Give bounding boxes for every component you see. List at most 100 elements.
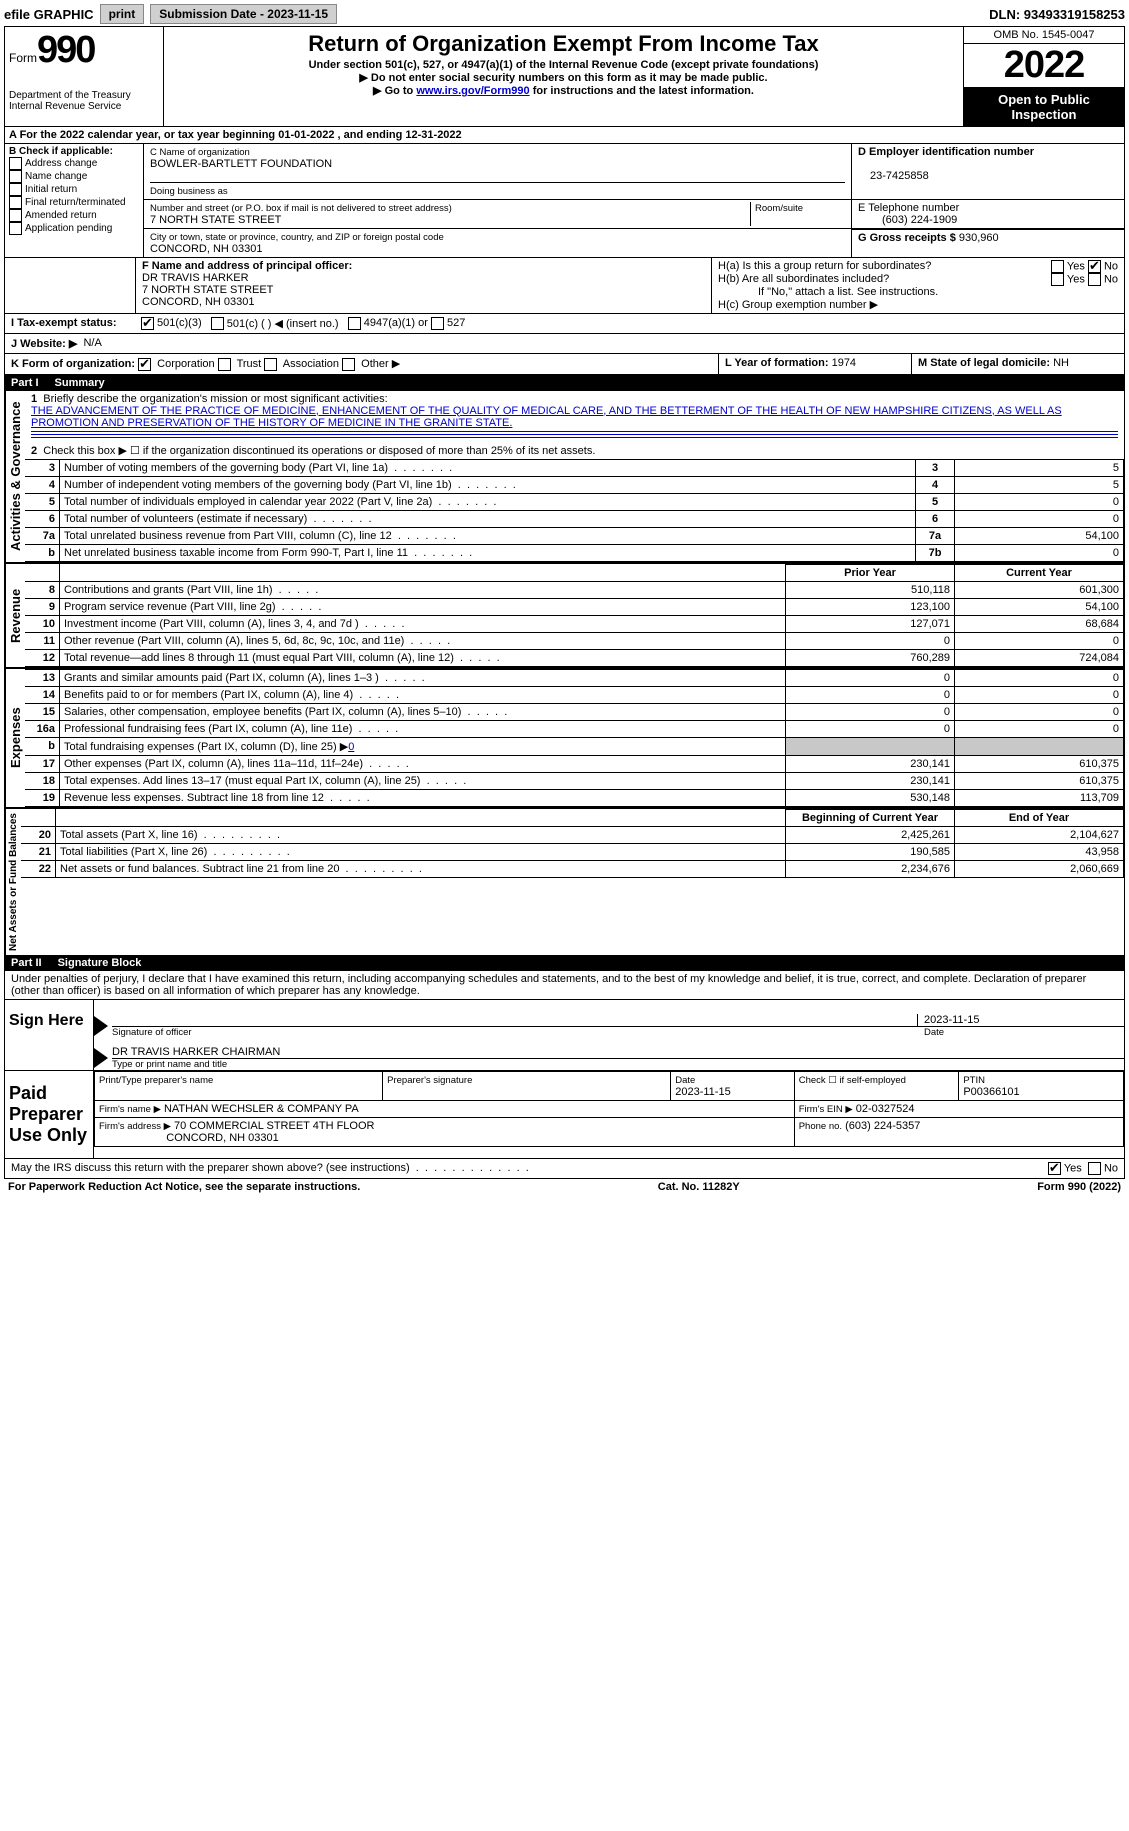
table-row: 9Program service revenue (Part VIII, lin… (25, 598, 1124, 615)
checkbox-ha-yes[interactable] (1051, 260, 1064, 273)
checkbox-discuss-yes[interactable] (1048, 1162, 1061, 1175)
section-l: L Year of formation: 1974 (719, 354, 912, 374)
checkbox-final-return[interactable] (9, 196, 22, 209)
opt-final-return: Final return/terminated (25, 197, 126, 208)
firm-addr1: 70 COMMERCIAL STREET 4TH FLOOR (174, 1120, 374, 1132)
part2-title: Signature Block (58, 957, 142, 969)
side-label-ag: Activities & Governance (5, 391, 25, 562)
section-e: E Telephone number (603) 224-1909 (851, 200, 1124, 228)
firm-addr2: CONCORD, NH 03301 (166, 1132, 278, 1144)
checkbox-corp[interactable] (138, 358, 151, 371)
firm-ein-label: Firm's EIN ▶ (799, 1104, 853, 1115)
table-header: Beginning of Current YearEnd of Year (21, 809, 1124, 826)
table-row: 6Total number of volunteers (estimate if… (25, 510, 1124, 527)
section-a: A For the 2022 calendar year, or tax yea… (5, 127, 1124, 144)
checkbox-name-change[interactable] (9, 170, 22, 183)
opt-address-change: Address change (25, 158, 97, 169)
ha-yes: Yes (1067, 260, 1085, 272)
opt-corp: Corporation (157, 358, 214, 370)
officer-addr2: CONCORD, NH 03301 (142, 296, 254, 308)
year-formation: 1974 (832, 357, 856, 369)
hc-label: H(c) Group exemption number ▶ (718, 298, 1118, 311)
prep-date: 2023-11-15 (675, 1086, 730, 1098)
checkbox-application-pending[interactable] (9, 222, 22, 235)
section-k: K Form of organization: Corporation Trus… (5, 354, 719, 374)
checkbox-501c[interactable] (211, 317, 224, 330)
hb-yes: Yes (1067, 273, 1085, 285)
opt-name-change: Name change (25, 171, 87, 182)
section-m: M State of legal domicile: NH (912, 354, 1124, 374)
checkbox-hb-yes[interactable] (1051, 273, 1064, 286)
checkbox-hb-no[interactable] (1088, 273, 1101, 286)
sig-arrow-icon (94, 1016, 108, 1036)
checkbox-initial-return[interactable] (9, 183, 22, 196)
checkbox-assoc[interactable] (264, 358, 277, 371)
ptin-label: PTIN (963, 1075, 985, 1086)
print-button[interactable]: print (100, 4, 145, 24)
table-row: 5Total number of individuals employed in… (25, 493, 1124, 510)
section-b: B Check if applicable: Address change Na… (5, 144, 144, 258)
form-label: Form (9, 51, 37, 65)
firm-phone: (603) 224-5357 (845, 1120, 920, 1132)
section-a-mid: , and ending (338, 129, 406, 141)
street-address: 7 NORTH STATE STREET (150, 214, 281, 226)
checkbox-trust[interactable] (218, 358, 231, 371)
checkbox-501c3[interactable] (141, 317, 154, 330)
opt-527: 527 (447, 317, 465, 330)
firm-addr-label: Firm's address ▶ (99, 1121, 171, 1132)
l1-label: Briefly describe the organization's miss… (43, 393, 387, 405)
checkbox-discuss-no[interactable] (1088, 1162, 1101, 1175)
table-row: bTotal fundraising expenses (Part IX, co… (25, 737, 1124, 755)
tax-year: 2022 (964, 44, 1124, 88)
side-label-rev: Revenue (5, 564, 25, 667)
prep-name-label: Print/Type preparer's name (99, 1075, 213, 1086)
dln: DLN: 93493319158253 (989, 7, 1125, 22)
note2-post: for instructions and the latest informat… (530, 85, 754, 97)
section-c-block: C Name of organization BOWLER-BARTLETT F… (144, 144, 1124, 258)
firm-name: NATHAN WECHSLER & COMPANY PA (164, 1103, 359, 1115)
hb-no: No (1104, 273, 1118, 285)
room-label: Room/suite (755, 203, 803, 214)
section-bcdeg: B Check if applicable: Address change Na… (5, 144, 1124, 258)
checkbox-4947[interactable] (348, 317, 361, 330)
sig-date: 2023-11-15 (917, 1014, 1124, 1026)
addr-label: Number and street (or P.O. box if mail i… (150, 203, 452, 214)
preparer-row1: Print/Type preparer's name Preparer's si… (95, 1071, 1124, 1100)
side-label-exp: Expenses (5, 669, 25, 807)
footer-mid: Cat. No. 11282Y (658, 1181, 740, 1193)
efile-label: efile GRAPHIC (4, 7, 94, 22)
note-ssn: ▶ Do not enter social security numbers o… (170, 71, 957, 84)
table-row: 12Total revenue—add lines 8 through 11 (… (25, 649, 1124, 666)
header-right: OMB No. 1545-0047 2022 Open to Public In… (963, 27, 1124, 126)
table-row: 19Revenue less expenses. Subtract line 1… (25, 789, 1124, 806)
checkbox-527[interactable] (431, 317, 444, 330)
ptin-value: P00366101 (963, 1086, 1019, 1098)
page-footer: For Paperwork Reduction Act Notice, see … (4, 1179, 1125, 1195)
checkbox-amended-return[interactable] (9, 209, 22, 222)
part2-num: Part II (11, 957, 42, 969)
form-subtitle: Under section 501(c), 527, or 4947(a)(1)… (170, 59, 957, 71)
preparer-row3: Firm's address ▶ 70 COMMERCIAL STREET 4T… (95, 1117, 1124, 1146)
checkbox-ha-no[interactable] (1088, 260, 1101, 273)
part2-header: Part II Signature Block (5, 955, 1124, 971)
opt-other: Other ▶ (361, 358, 400, 370)
section-g: G Gross receipts $ 930,960 (851, 229, 1124, 257)
officer-typed-name: DR TRAVIS HARKER CHAIRMAN (112, 1046, 1124, 1059)
table-row: 3Number of voting members of the governi… (25, 459, 1124, 476)
opt-trust: Trust (237, 358, 262, 370)
note-link: ▶ Go to www.irs.gov/Form990 for instruct… (170, 84, 957, 97)
opt-amended-return: Amended return (25, 210, 97, 221)
table-row: 10Investment income (Part VIII, column (… (25, 615, 1124, 632)
irs-link[interactable]: www.irs.gov/Form990 (416, 85, 529, 97)
lines-exp-table: 13Grants and similar amounts paid (Part … (25, 669, 1124, 807)
opt-4947: 4947(a)(1) or (364, 317, 428, 330)
section-h: H(a) Is this a group return for subordin… (712, 258, 1124, 313)
lines-rev-table: Prior YearCurrent Year8Contributions and… (25, 564, 1124, 667)
table-row: 13Grants and similar amounts paid (Part … (25, 669, 1124, 686)
submission-date: Submission Date - 2023-11-15 (150, 4, 337, 24)
checkbox-address-change[interactable] (9, 157, 22, 170)
l2-text: Check this box ▶ ☐ if the organization d… (43, 445, 595, 457)
sig-officer-label: Signature of officer (112, 1027, 918, 1038)
checkbox-other[interactable] (342, 358, 355, 371)
date-label: Date (918, 1027, 1124, 1038)
